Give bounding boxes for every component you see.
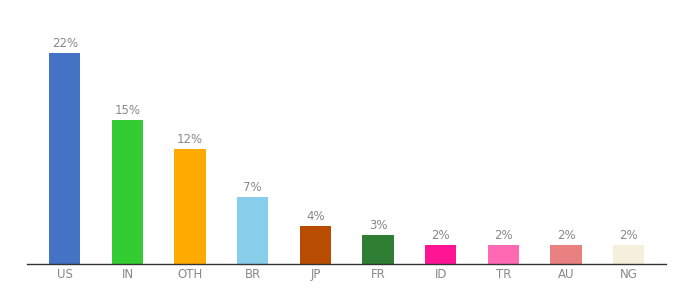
Text: 2%: 2% xyxy=(494,229,513,242)
Text: 2%: 2% xyxy=(619,229,638,242)
Bar xyxy=(175,149,206,264)
Text: 7%: 7% xyxy=(243,181,262,194)
Bar xyxy=(425,245,456,264)
Text: 3%: 3% xyxy=(369,219,388,232)
Bar xyxy=(362,235,394,264)
Bar xyxy=(300,226,331,264)
Bar xyxy=(488,245,519,264)
Text: 2%: 2% xyxy=(432,229,450,242)
Text: 15%: 15% xyxy=(114,104,141,118)
Bar xyxy=(237,197,269,264)
Text: 22%: 22% xyxy=(52,38,78,50)
Bar xyxy=(49,53,80,264)
Text: 12%: 12% xyxy=(177,133,203,146)
Text: 4%: 4% xyxy=(306,210,325,223)
Bar xyxy=(112,120,143,264)
Text: 2%: 2% xyxy=(557,229,575,242)
Bar xyxy=(613,245,645,264)
Bar xyxy=(551,245,582,264)
